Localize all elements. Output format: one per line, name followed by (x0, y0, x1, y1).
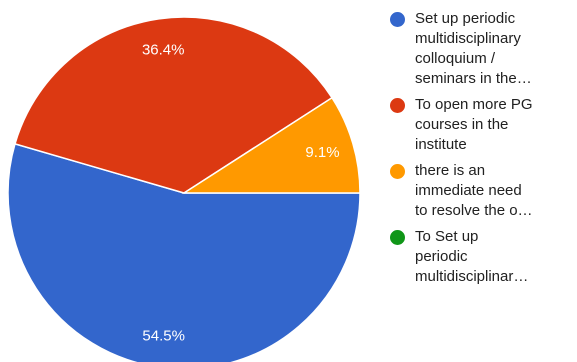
legend-label-line: courses in the (415, 116, 509, 133)
legend-label-line: there is an (415, 162, 486, 179)
pie-slice-1 (7, 142, 361, 362)
pie-slice-3 (181, 96, 361, 194)
pie-slice-2 (14, 16, 334, 194)
legend-label-line: colloquium / (415, 50, 496, 67)
legend-label-line: multidisciplinary (415, 30, 521, 47)
legend-label-2: To open more PG courses in the institute (415, 95, 533, 155)
legend-label-line: To Set up (415, 228, 479, 245)
legend-label-line: seminars in the… (415, 70, 532, 87)
pie-chart: 54.5% 36.4% 9.1% (7, 16, 361, 362)
legend-label-1: Set up periodic multidisciplinary colloqui… (415, 9, 532, 89)
legend: Set up periodic multidisciplinary colloqui… (390, 9, 575, 293)
legend-item-4: To Set up periodic multidisciplinar… (390, 227, 575, 287)
legend-swatch-4 (390, 230, 405, 245)
legend-swatch-3 (390, 164, 405, 179)
legend-label-line: immediate need (415, 182, 522, 199)
legend-swatch-1 (390, 12, 405, 27)
legend-label-line: to resolve the o… (415, 202, 533, 219)
legend-label-4: To Set up periodic multidisciplinar… (415, 227, 528, 287)
legend-item-3: there is an immediate need to resolve the … (390, 161, 575, 221)
slice-label-1: 54.5% (142, 327, 185, 344)
legend-swatch-2 (390, 98, 405, 113)
legend-label-line: institute (415, 136, 467, 153)
slice-labels: 54.5% 36.4% 9.1% (142, 42, 340, 345)
legend-label-line: multidisciplinar… (415, 268, 529, 285)
slice-label-2: 36.4% (142, 42, 185, 59)
legend-label-line: periodic (415, 248, 468, 265)
legend-label-3: there is an immediate need to resolve the … (415, 161, 533, 221)
legend-item-1: Set up periodic multidisciplinary colloqui… (390, 9, 575, 89)
legend-label-line: To open more PG (415, 96, 533, 113)
legend-item-2: To open more PG courses in the institute (390, 95, 575, 155)
slice-label-3: 9.1% (305, 144, 339, 161)
pie-slices (7, 16, 361, 362)
legend-label-line: Set up periodic (415, 10, 516, 27)
